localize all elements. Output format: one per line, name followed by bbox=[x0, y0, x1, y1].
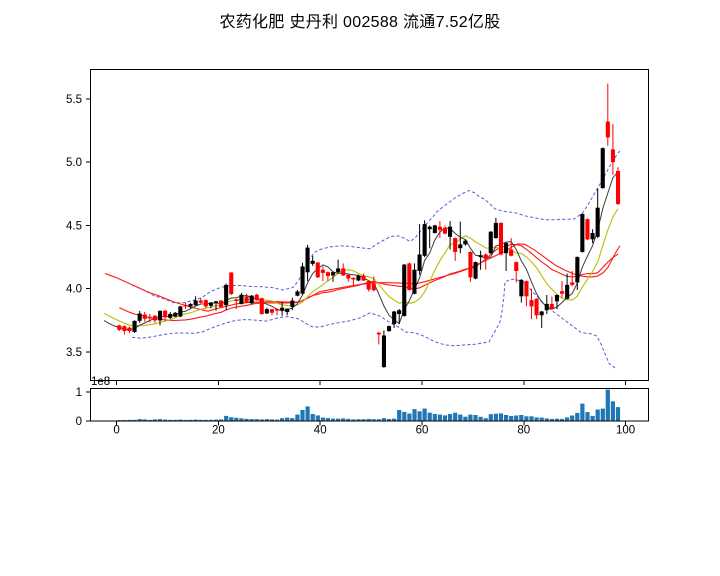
svg-text:1: 1 bbox=[76, 387, 82, 399]
svg-text:100: 100 bbox=[616, 424, 635, 436]
svg-text:5.5: 5.5 bbox=[66, 94, 82, 106]
svg-text:20: 20 bbox=[212, 424, 225, 436]
svg-text:80: 80 bbox=[517, 424, 530, 436]
svg-text:0: 0 bbox=[113, 424, 119, 436]
svg-text:农药化肥 史丹利 002588 流通7.52亿股: 农药化肥 史丹利 002588 流通7.52亿股 bbox=[219, 13, 500, 31]
svg-text:40: 40 bbox=[314, 424, 327, 436]
svg-text:1e8: 1e8 bbox=[91, 376, 110, 388]
svg-text:3.5: 3.5 bbox=[66, 347, 82, 359]
svg-text:4.0: 4.0 bbox=[66, 284, 82, 296]
svg-text:0: 0 bbox=[76, 416, 82, 428]
svg-text:5.0: 5.0 bbox=[66, 157, 82, 169]
svg-text:4.5: 4.5 bbox=[66, 220, 82, 232]
svg-text:60: 60 bbox=[416, 424, 429, 436]
